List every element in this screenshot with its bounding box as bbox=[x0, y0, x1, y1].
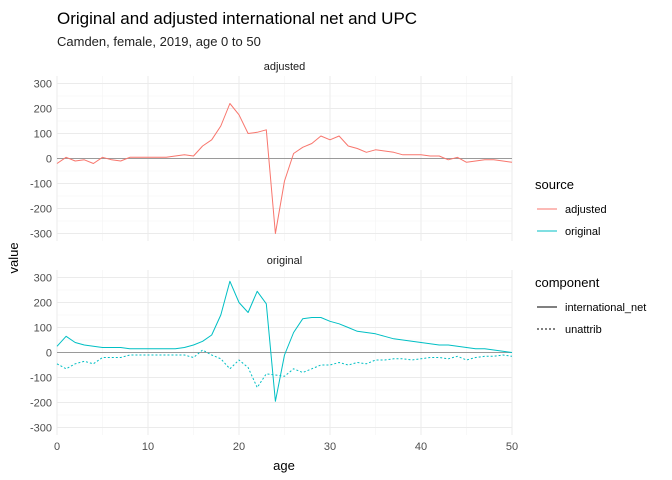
series-line-original-unattrib bbox=[56, 349, 513, 388]
y-tick-label: -300 bbox=[30, 229, 52, 241]
legend-component-title: component bbox=[535, 275, 600, 290]
y-tick-label: 0 bbox=[46, 348, 52, 360]
x-tick-label: 0 bbox=[54, 441, 60, 453]
y-tick-label: -100 bbox=[30, 373, 52, 385]
legend-source: source adjusted original bbox=[535, 177, 607, 238]
legend-label-original: original bbox=[565, 226, 600, 238]
x-tick-label: 20 bbox=[233, 441, 245, 453]
x-tick-label: 10 bbox=[142, 441, 154, 453]
y-tick-label: 300 bbox=[34, 79, 52, 91]
y-tick-label: 200 bbox=[34, 104, 52, 116]
strip-label-adjusted: adjusted bbox=[264, 61, 306, 73]
y-tick-label: 300 bbox=[34, 273, 52, 285]
legend-label-international-net: international_net bbox=[565, 302, 646, 314]
strip-label-original: original bbox=[267, 255, 302, 267]
y-tick-label: -300 bbox=[30, 423, 52, 435]
legend-label-adjusted: adjusted bbox=[565, 204, 607, 216]
y-tick-label: -200 bbox=[30, 398, 52, 410]
chart-title: Original and adjusted international net … bbox=[57, 9, 417, 28]
legend-component: component international_net unattrib bbox=[535, 275, 646, 336]
y-tick-label: 0 bbox=[46, 154, 52, 166]
panel-original: -300 -200 -100 0 100 200 300 original 0 10 20 30 40 5… bbox=[30, 255, 518, 453]
y-tick-label: 200 bbox=[34, 298, 52, 310]
series-line-adjusted-international-net bbox=[56, 103, 513, 234]
x-tick-label: 40 bbox=[415, 441, 427, 453]
x-axis-title: age bbox=[273, 458, 295, 473]
panel-adjusted: -300 -200 -100 0 100 200 300 adjusted bbox=[30, 61, 513, 241]
chart-subtitle: Camden, female, 2019, age 0 to 50 bbox=[57, 34, 261, 49]
x-tick-label: 50 bbox=[506, 441, 518, 453]
legend-label-unattrib: unattrib bbox=[565, 324, 602, 336]
y-axis-title: value bbox=[6, 242, 21, 273]
series-line-original-international-net bbox=[56, 280, 513, 402]
y-tick-label: 100 bbox=[34, 129, 52, 141]
y-tick-label: -100 bbox=[30, 179, 52, 191]
legend-source-title: source bbox=[535, 177, 574, 192]
y-tick-label: 100 bbox=[34, 323, 52, 335]
x-tick-label: 30 bbox=[324, 441, 336, 453]
y-tick-label: -200 bbox=[30, 204, 52, 216]
